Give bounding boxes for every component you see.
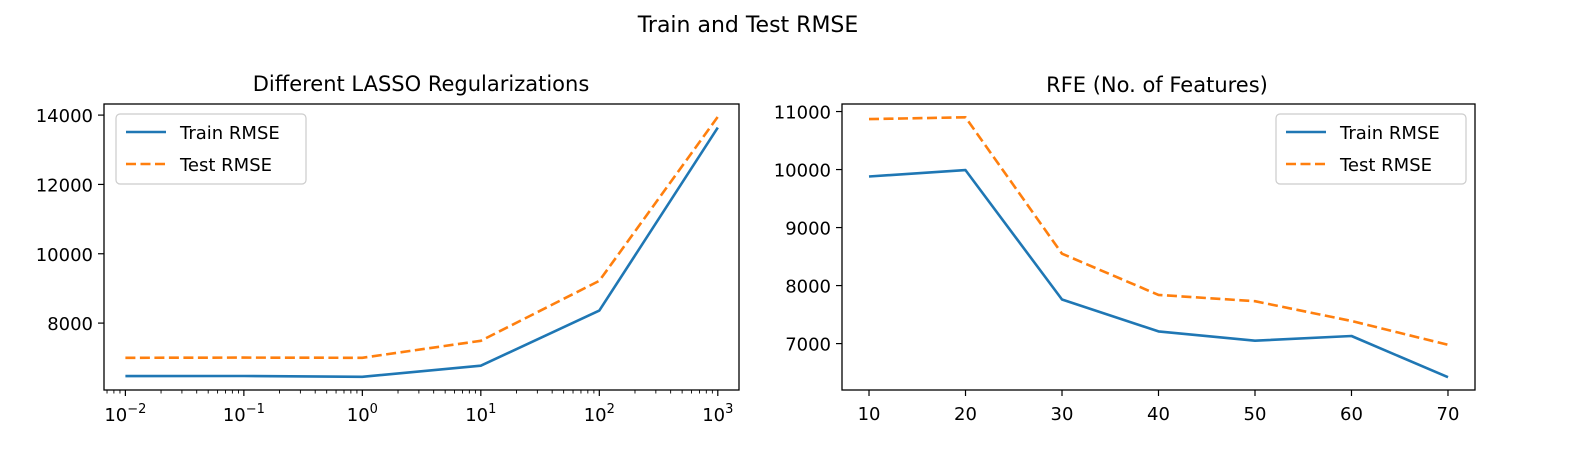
y-tick-label: 8000 (47, 314, 93, 335)
chart-panel-rfe: RFE (No. of Features) 7000 8000 9000 10000 1… (774, 73, 1476, 425)
legend-label: Test RMSE (1339, 155, 1432, 176)
x-tick-label: 102 (584, 402, 615, 426)
x-tick-label: 100 (347, 402, 378, 426)
x-tick-label: 40 (1147, 404, 1170, 425)
x-tick-label: 70 (1437, 404, 1460, 425)
legend-label: Test RMSE (179, 155, 272, 176)
series-line (125, 126, 719, 379)
y-tick-label: 9000 (785, 219, 831, 240)
y-tick-label: 14000 (36, 106, 93, 127)
y-tick-label: 10000 (774, 161, 831, 182)
legend-label: Train RMSE (1339, 123, 1440, 144)
chart-panel-lasso: Different LASSO Regularizations 8000 1000… (36, 72, 740, 426)
figure-title: Train and Test RMSE (637, 13, 859, 38)
y-tick-label: 7000 (785, 335, 831, 356)
x-tick-label: 10−2 (104, 402, 146, 426)
y-tick-label: 10000 (36, 245, 93, 266)
x-tick-label: 20 (954, 404, 977, 425)
x-tick-label: 10 (858, 404, 881, 425)
x-tick-label: 103 (702, 402, 733, 426)
legend-label: Train RMSE (179, 123, 280, 144)
series-line (868, 116, 1449, 347)
x-tick-label: 50 (1244, 404, 1267, 425)
chart-title: RFE (No. of Features) (1046, 73, 1268, 97)
chart-title: Different LASSO Regularizations (253, 72, 590, 96)
x-tick-label: 101 (465, 402, 496, 426)
y-tick-label: 11000 (774, 103, 831, 124)
y-tick-label: 8000 (785, 277, 831, 298)
x-tick-label: 60 (1340, 404, 1363, 425)
plot-frame (841, 103, 1476, 391)
legend: Train RMSE Test RMSE (1275, 113, 1467, 185)
x-tick-label: 30 (1051, 404, 1074, 425)
y-tick-label: 12000 (36, 175, 93, 196)
series-line (125, 116, 719, 360)
series-line (868, 168, 1449, 379)
x-tick-label: 10−1 (223, 402, 265, 426)
plot-frame (103, 103, 740, 391)
legend: Train RMSE Test RMSE (115, 113, 307, 185)
